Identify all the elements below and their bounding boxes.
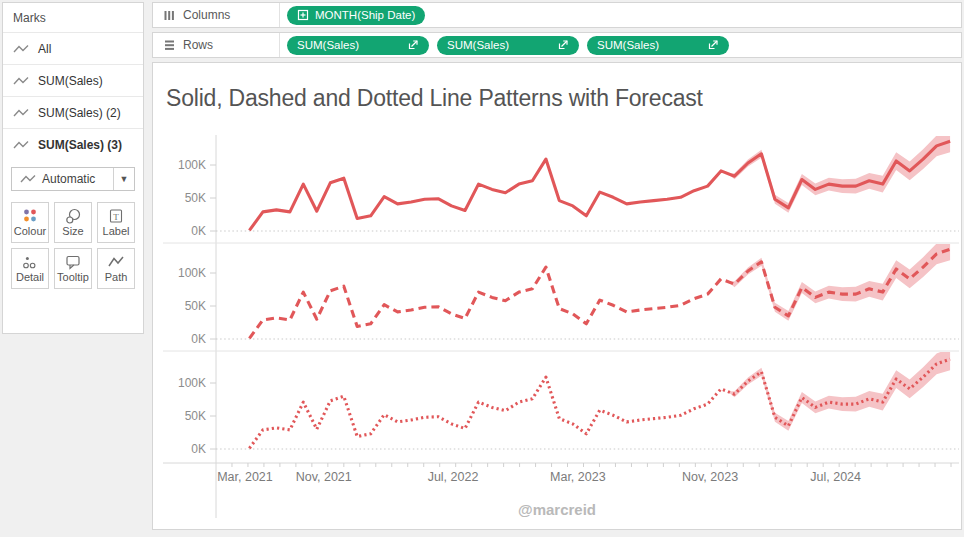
- detail-button[interactable]: Detail: [11, 248, 49, 289]
- pill-label: SUM(Sales): [297, 39, 359, 51]
- line-mark-icon: [13, 140, 29, 150]
- series-line-solid[interactable]: [249, 141, 950, 230]
- worksheet-view: Solid, Dashed and Dotted Line Patterns w…: [152, 62, 962, 530]
- label-button[interactable]: T Label: [97, 202, 135, 243]
- line-mark-icon: [12, 174, 42, 184]
- marks-item-all[interactable]: All: [3, 32, 143, 64]
- y-tick-label: 50K: [185, 191, 206, 205]
- marks-item-label: SUM(Sales): [38, 74, 103, 88]
- pill-month-ship-date[interactable]: MONTH(Ship Date): [287, 6, 425, 25]
- y-tick-label: 0K: [191, 332, 206, 346]
- columns-icon: [164, 10, 175, 21]
- pill-sum-sales-2[interactable]: SUM(Sales): [437, 36, 579, 55]
- series-line-dashed[interactable]: [249, 249, 950, 338]
- nested-sort-arrow-icon[interactable]: [557, 39, 569, 51]
- detail-icon: [21, 254, 39, 270]
- colour-icon: [21, 208, 39, 224]
- forecast-band: [728, 130, 950, 213]
- pill-label: SUM(Sales): [597, 39, 659, 51]
- size-icon: [64, 208, 82, 224]
- detail-button-label: Detail: [16, 271, 44, 283]
- columns-shelf: Columns MONTH(Ship Date): [152, 2, 962, 28]
- rows-shelf-label: Rows: [153, 33, 280, 57]
- chevron-down-icon[interactable]: ▼: [113, 168, 134, 190]
- pill-sum-sales-1[interactable]: SUM(Sales): [287, 36, 429, 55]
- y-tick-label: 0K: [191, 442, 206, 456]
- mark-type-value: Automatic: [42, 172, 113, 186]
- x-axis-label: Nov, 2023: [682, 470, 738, 484]
- tooltip-button-label: Tooltip: [57, 271, 89, 283]
- x-axis-label: Mar, 2023: [550, 470, 606, 484]
- marks-panel: Marks All SUM(Sales) SUM(Sales) (2) SUM(…: [2, 2, 144, 334]
- tooltip-icon: [64, 254, 82, 270]
- path-button[interactable]: Path: [97, 248, 135, 289]
- marks-item-label: All: [38, 42, 51, 56]
- x-axis-label: Jul, 2022: [428, 470, 479, 484]
- marks-item-label: SUM(Sales) (3): [38, 138, 122, 152]
- mark-type-dropdown[interactable]: Automatic ▼: [11, 167, 135, 191]
- marks-item-sum-sales-2[interactable]: SUM(Sales) (2): [3, 96, 143, 128]
- x-axis-label: Nov, 2021: [296, 470, 352, 484]
- expand-plus-icon[interactable]: [297, 9, 309, 21]
- line-mark-icon: [13, 108, 29, 118]
- line-mark-icon: [13, 44, 29, 54]
- rows-shelf: Rows SUM(Sales) SUM(Sales) SUM(Sales): [152, 32, 962, 58]
- nested-sort-arrow-icon[interactable]: [707, 39, 719, 51]
- chart-plot-area[interactable]: 0K 50K 100K 0K 50K 100K 0K 50K 100K Mar, 2021 Nov,…: [153, 63, 961, 529]
- label-icon: T: [107, 208, 125, 224]
- forecast-band: [728, 238, 950, 321]
- path-button-label: Path: [105, 271, 128, 283]
- pill-label: MONTH(Ship Date): [315, 9, 415, 21]
- y-tick-label: 100K: [178, 266, 206, 280]
- forecast-band: [728, 348, 950, 431]
- marks-buttons: Colour Size T Label Detail Tooltip Path: [3, 197, 143, 294]
- size-button-label: Size: [62, 225, 83, 237]
- y-tick-label: 50K: [185, 409, 206, 423]
- line-mark-icon: [13, 76, 29, 86]
- pill-label: SUM(Sales): [447, 39, 509, 51]
- watermark: @marcreid: [153, 501, 961, 518]
- columns-shelf-label: Columns: [153, 3, 280, 27]
- marks-item-sum-sales[interactable]: SUM(Sales): [3, 64, 143, 96]
- y-tick-label: 100K: [178, 158, 206, 172]
- colour-button[interactable]: Colour: [11, 202, 49, 243]
- x-axis-label: Jul, 2024: [810, 470, 861, 484]
- marks-item-label: SUM(Sales) (2): [38, 106, 121, 120]
- marks-panel-title: Marks: [3, 3, 143, 32]
- label-button-label: Label: [103, 225, 130, 237]
- pill-sum-sales-3[interactable]: SUM(Sales): [587, 36, 729, 55]
- svg-text:T: T: [113, 212, 119, 222]
- nested-sort-arrow-icon[interactable]: [407, 39, 419, 51]
- y-tick-label: 50K: [185, 299, 206, 313]
- rows-icon: [164, 40, 175, 51]
- marks-item-sum-sales-3[interactable]: SUM(Sales) (3): [3, 128, 143, 160]
- tooltip-button[interactable]: Tooltip: [54, 248, 92, 289]
- y-tick-label: 0K: [191, 224, 206, 238]
- x-axis-label: Mar, 2021: [217, 470, 273, 484]
- path-icon: [107, 254, 125, 270]
- colour-button-label: Colour: [14, 225, 46, 237]
- size-button[interactable]: Size: [54, 202, 92, 243]
- y-tick-label: 100K: [178, 376, 206, 390]
